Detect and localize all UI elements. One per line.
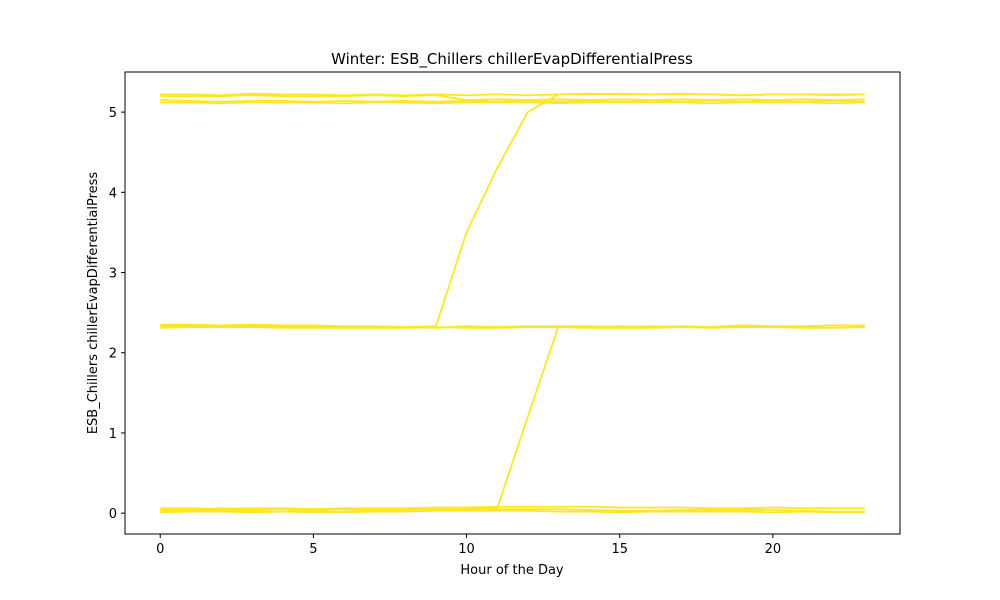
chart-title: Winter: ESB_Chillers chillerEvapDifferen… (331, 50, 693, 69)
x-axis-label: Hour of the Day (460, 563, 564, 578)
y-tick-label: 1 (109, 427, 117, 442)
y-tick-label: 3 (109, 267, 117, 282)
y-tick-label: 5 (109, 106, 117, 121)
series-line-11 (160, 509, 865, 514)
x-tick-label: 10 (458, 542, 475, 557)
x-axis-ticks: 0 5 10 15 20 (156, 534, 781, 557)
x-tick-label: 5 (309, 542, 317, 557)
y-tick-label: 0 (109, 507, 117, 522)
y-tick-label: 2 (109, 347, 117, 362)
series-line-3 (160, 99, 865, 103)
x-tick-label: 15 (611, 542, 628, 557)
series-line-7 (160, 326, 865, 329)
series-line-5 (160, 92, 865, 328)
series-line-4 (160, 101, 865, 105)
y-axis-ticks: 0 1 2 3 4 5 (109, 106, 125, 522)
x-tick-label: 20 (765, 542, 782, 557)
series-lines (160, 92, 865, 514)
y-axis-label: ESB_Chillers chillerEvapDifferentialPres… (86, 172, 101, 435)
x-tick-label: 0 (156, 542, 164, 557)
series-line-2 (160, 94, 865, 101)
y-tick-label: 4 (109, 186, 117, 201)
series-line-9 (160, 505, 865, 511)
plot-frame (124, 71, 901, 535)
